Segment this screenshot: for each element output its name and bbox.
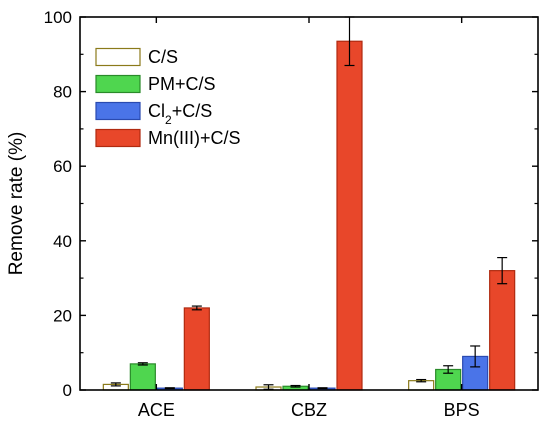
x-category-label: CBZ: [291, 400, 327, 420]
plot-frame: [79, 16, 539, 391]
y-tick-label: 0: [63, 381, 72, 400]
legend-label: PM+C/S: [148, 74, 216, 94]
legend-label: Mn(III)+C/S: [148, 128, 241, 148]
legend-label: C/S: [148, 47, 178, 67]
y-tick-label: 80: [53, 83, 72, 102]
y-axis-title: Remove rate (%): [6, 132, 27, 276]
bar-mn-iii-c-s-bps: [489, 270, 516, 391]
legend-swatch: [95, 47, 141, 67]
x-axis-ticks: ACE CBZ BPS: [138, 17, 480, 420]
legend-swatch: [95, 74, 141, 94]
x-category-label: ACE: [138, 400, 175, 420]
legend-swatch: [95, 128, 141, 148]
legend-label: Cl2+C/S: [148, 101, 212, 127]
y-tick-label: 20: [53, 306, 72, 325]
bar-pm-c-s-ace: [129, 363, 156, 391]
legend-swatch: [95, 101, 141, 121]
bar-mn-iii-c-s-cbz: [336, 40, 363, 391]
bar-mn-iii-c-s-ace: [183, 307, 210, 391]
y-tick-label: 60: [53, 157, 72, 176]
x-category-label: BPS: [444, 400, 480, 420]
error-bars-layer: [110, 16, 508, 390]
y-tick-label: 40: [53, 232, 72, 251]
legend: C/S PM+C/S Cl2+C/SMn(III)+C/S: [95, 47, 241, 148]
y-axis-ticks: 0 20 40 60 80 100: [44, 8, 538, 400]
y-tick-label: 100: [44, 8, 72, 27]
